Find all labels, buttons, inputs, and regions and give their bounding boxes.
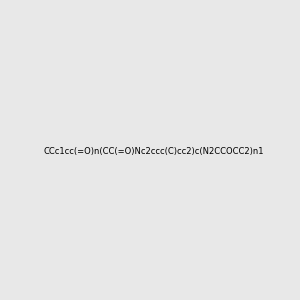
Text: CCc1cc(=O)n(CC(=O)Nc2ccc(C)cc2)c(N2CCOCC2)n1: CCc1cc(=O)n(CC(=O)Nc2ccc(C)cc2)c(N2CCOCC… [44,147,264,156]
